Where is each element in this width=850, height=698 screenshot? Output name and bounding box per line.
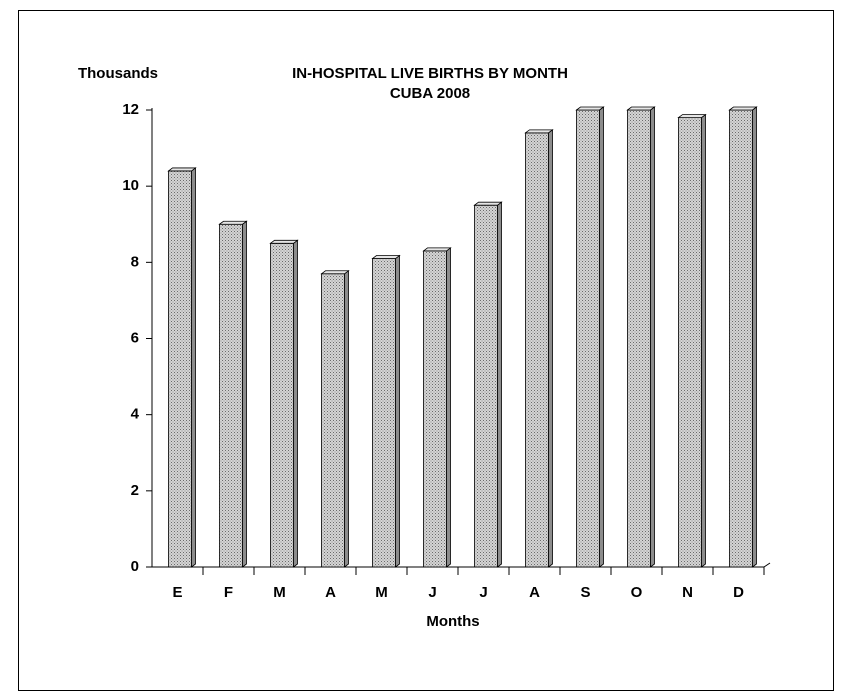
bar — [168, 170, 192, 568]
bar — [729, 109, 753, 568]
bar — [474, 204, 498, 568]
bar — [321, 273, 345, 568]
bar-top — [218, 220, 248, 225]
bar — [525, 132, 549, 568]
bar-side — [548, 129, 553, 568]
bar-top — [269, 239, 299, 244]
bar-top — [320, 270, 350, 275]
bar-top — [524, 129, 554, 134]
y-tick-label: 12 — [122, 101, 139, 118]
bar — [576, 109, 600, 568]
bar-top — [575, 106, 605, 111]
chart-title: IN-HOSPITAL LIVE BIRTHS BY MONTH — [292, 65, 568, 82]
bar-side — [242, 220, 247, 568]
x-tick-label: M — [375, 584, 388, 601]
bar-side — [446, 247, 451, 568]
bar-side — [191, 167, 196, 568]
bar-top — [677, 114, 707, 119]
x-tick-label: J — [479, 584, 487, 601]
y-axis-label: Thousands — [78, 65, 158, 82]
bar-side — [599, 106, 604, 568]
x-tick-label: D — [733, 584, 744, 601]
bar-top — [167, 167, 197, 172]
x-tick-label: A — [529, 584, 540, 601]
y-tick-label: 4 — [131, 406, 140, 423]
bar-top — [371, 255, 401, 259]
x-tick-label: J — [428, 584, 436, 601]
bar-side — [701, 113, 706, 568]
chart-subtitle: CUBA 2008 — [390, 85, 470, 102]
bar-side — [497, 201, 502, 568]
x-tick-label: M — [273, 584, 286, 601]
x-tick-label: N — [682, 584, 693, 601]
bar-side — [293, 239, 298, 568]
bar-top — [728, 106, 758, 111]
bar — [372, 258, 396, 568]
bar — [219, 223, 243, 568]
y-tick-label: 8 — [131, 253, 139, 270]
bar-side — [752, 106, 757, 568]
y-tick-label: 0 — [131, 558, 139, 575]
bar-top — [626, 106, 656, 111]
x-axis-depth — [763, 562, 771, 568]
x-tick-label: A — [325, 584, 336, 601]
y-tick-label: 2 — [131, 482, 139, 499]
x-tick-label: O — [631, 584, 643, 601]
x-tick-label: S — [580, 584, 590, 601]
bar-top — [422, 247, 452, 252]
bar-side — [395, 254, 400, 568]
bar-top — [473, 201, 503, 206]
frame — [18, 10, 834, 691]
bar — [423, 250, 447, 568]
y-tick-label: 10 — [122, 177, 139, 194]
bar — [678, 117, 702, 568]
bar — [270, 242, 294, 568]
x-tick-label: E — [172, 584, 182, 601]
y-tick-label: 6 — [131, 329, 139, 346]
bar-side — [650, 106, 655, 568]
x-tick-label: F — [224, 584, 233, 601]
bar — [627, 109, 651, 568]
bar-side — [344, 269, 349, 568]
x-axis-label: Months — [426, 613, 479, 630]
